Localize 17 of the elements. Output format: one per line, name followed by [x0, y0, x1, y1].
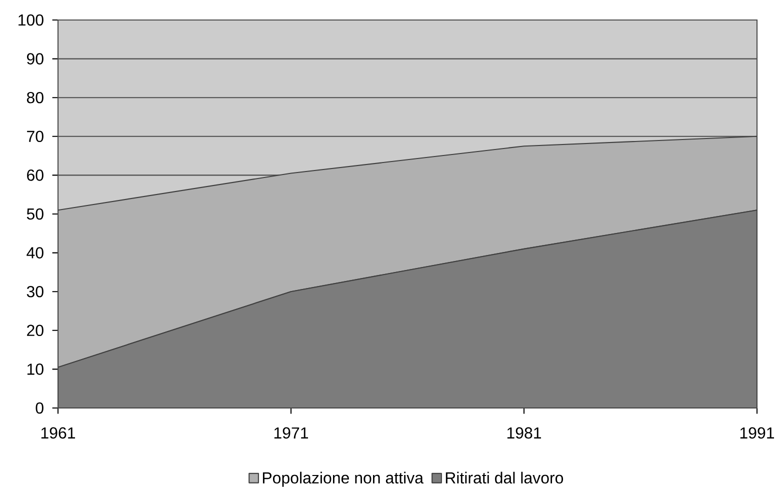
- x-tick-label: 1991: [740, 427, 774, 439]
- y-tick-label: 80: [26, 92, 44, 104]
- y-tick-label: 100: [18, 14, 44, 26]
- y-tick-label: 50: [26, 208, 44, 220]
- legend-label: Ritirati dal lavoro: [446, 472, 564, 484]
- legend-label: Popolazione non attiva: [262, 472, 424, 487]
- y-tick-label: 40: [26, 247, 44, 258]
- y-tick-label: 90: [27, 53, 44, 64]
- y-tick-label: 30: [26, 286, 44, 298]
- y-tick-label: 60: [27, 170, 44, 181]
- x-tick-label: 1971: [274, 427, 308, 439]
- x-tick-label: 1981: [507, 427, 542, 439]
- y-tick-label: 70: [27, 130, 44, 142]
- y-tick-label: 0: [36, 402, 44, 414]
- x-tick-label: 1961: [41, 427, 76, 439]
- y-tick-label: 20: [27, 324, 44, 336]
- y-tick-label: 10: [27, 364, 44, 375]
